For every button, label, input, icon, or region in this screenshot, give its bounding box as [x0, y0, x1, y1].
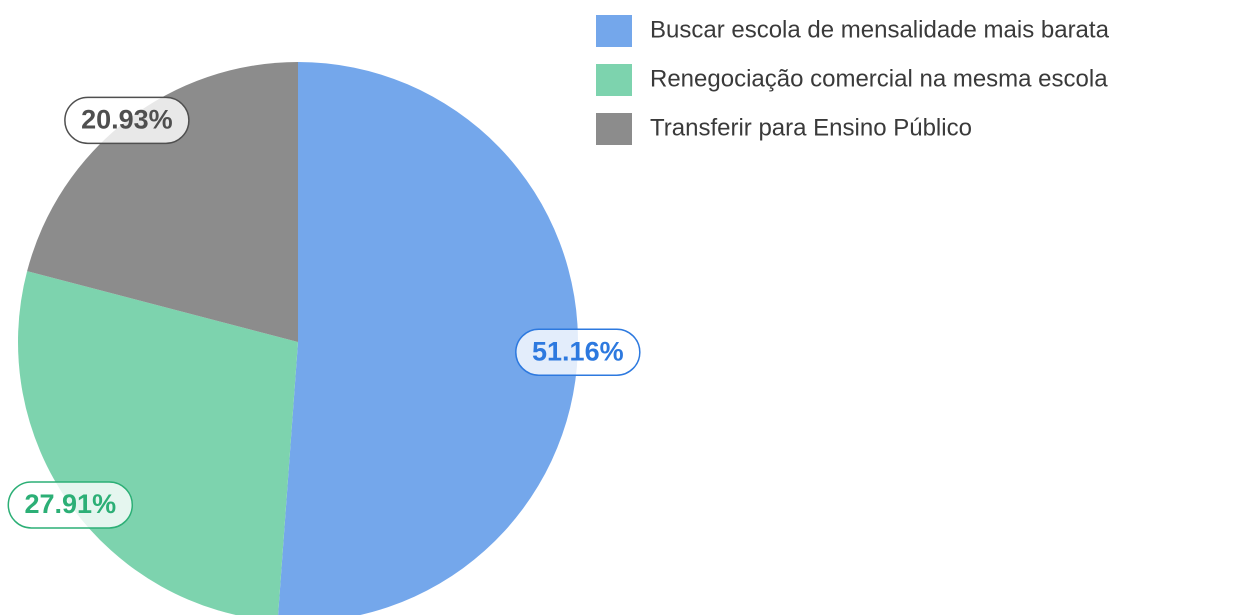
data-label: 20.93% [64, 96, 190, 145]
data-label-box [515, 328, 641, 376]
data-label: 27.91% [7, 481, 134, 529]
legend-label: Transferir para Ensino Público [650, 114, 972, 141]
legend-label: Buscar escola de mensalidade mais barata [650, 16, 1110, 43]
data-label-box [64, 96, 190, 145]
pie-slice [18, 271, 298, 615]
pie-slice [278, 62, 578, 615]
data-label-box [7, 481, 134, 529]
data-label: 51.16% [515, 328, 641, 376]
legend-label: Renegociação comercial na mesma escola [650, 65, 1108, 92]
legend-swatch [596, 113, 632, 145]
data-label-text: 20.93% [81, 105, 173, 135]
data-label-text: 27.91% [25, 489, 117, 519]
legend-swatch [596, 15, 632, 47]
legend-swatch [596, 64, 632, 96]
pie-slice [27, 62, 299, 342]
data-label-text: 51.16% [532, 336, 624, 366]
